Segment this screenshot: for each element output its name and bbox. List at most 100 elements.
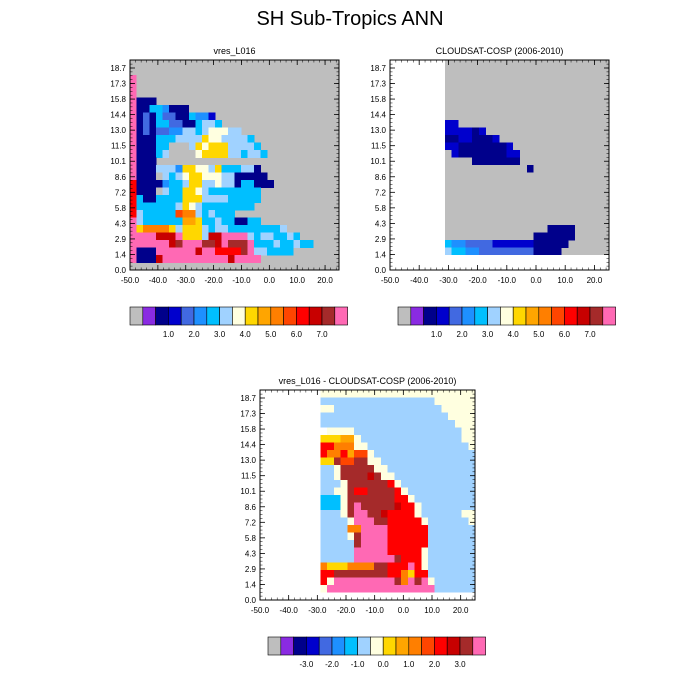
- heatmap-cell: [273, 412, 281, 421]
- heatmap-cell: [451, 135, 459, 143]
- heatmap-cell: [221, 247, 229, 256]
- heatmap-cell: [394, 405, 402, 413]
- heatmap-cell: [444, 157, 452, 166]
- heatmap-cell: [465, 180, 473, 188]
- heatmap-cell: [374, 457, 382, 466]
- heatmap-cell: [293, 420, 301, 428]
- heatmap-cell: [156, 240, 164, 248]
- heatmap-cell: [478, 217, 487, 226]
- heatmap-cell: [465, 127, 473, 136]
- heatmap-cell: [451, 150, 459, 158]
- heatmap-cell: [162, 127, 170, 136]
- heatmap-cell: [454, 412, 462, 421]
- heatmap-cell: [390, 255, 398, 263]
- heatmap-cell: [182, 165, 190, 173]
- heatmap-cell: [520, 202, 528, 211]
- heatmap-cell: [526, 165, 535, 173]
- heatmap-cell: [540, 247, 548, 256]
- heatmap-cell: [427, 510, 436, 518]
- heatmap-cell: [444, 127, 452, 136]
- heatmap-cell: [448, 570, 456, 578]
- heatmap-cell: [526, 187, 535, 196]
- heatmap-cell: [401, 405, 409, 413]
- heatmap-cell: [431, 135, 439, 143]
- heatmap-cell: [156, 195, 164, 203]
- heatmap-cell: [327, 517, 335, 526]
- heatmap-cell: [367, 397, 375, 406]
- heatmap-cell: [390, 165, 398, 173]
- heatmap-cell: [441, 570, 449, 578]
- heatmap-cell: [360, 562, 368, 571]
- heatmap-cell: [417, 165, 425, 173]
- heatmap-cell: [286, 457, 294, 466]
- heatmap-cell: [254, 195, 262, 203]
- colorbar-label: 5.0: [533, 330, 545, 339]
- heatmap-cell: [313, 495, 321, 503]
- heatmap-cell: [492, 217, 500, 226]
- heatmap-cell: [448, 420, 456, 428]
- heatmap-cell: [461, 547, 469, 556]
- heatmap-cell: [403, 97, 411, 106]
- heatmap-cell: [410, 217, 418, 226]
- heatmap-cell: [396, 105, 405, 113]
- heatmap-cell: [247, 232, 255, 241]
- heatmap-cell: [260, 390, 268, 398]
- heatmap-cell: [130, 127, 137, 136]
- heatmap-cell: [260, 172, 268, 181]
- heatmap-cell: [374, 592, 382, 601]
- heatmap-cell: [293, 450, 301, 458]
- heatmap-cell: [485, 247, 494, 256]
- heatmap-cell: [454, 517, 462, 526]
- heatmap-cell: [214, 135, 222, 143]
- heatmap-cell: [333, 487, 342, 496]
- heatmap-cell: [451, 247, 459, 256]
- heatmap-cell: [293, 532, 301, 541]
- heatmap-cell: [417, 90, 425, 98]
- y-tick-label: 1.4: [115, 250, 127, 259]
- heatmap-cell: [458, 195, 466, 203]
- heatmap-cell: [561, 217, 569, 226]
- heatmap-cell: [403, 202, 411, 211]
- x-tick-label: 0.0: [398, 606, 410, 615]
- heatmap-cell: [175, 210, 183, 218]
- heatmap-cell: [340, 502, 348, 511]
- colorbar-box: [280, 636, 294, 656]
- heatmap-cell: [394, 555, 402, 563]
- heatmap-cell: [441, 465, 449, 473]
- heatmap-cell: [454, 525, 462, 533]
- heatmap-cell: [472, 142, 480, 151]
- heatmap-cell: [448, 562, 456, 571]
- heatmap-cell: [513, 187, 521, 196]
- heatmap-cell: [195, 127, 203, 136]
- heatmap-cell: [214, 232, 222, 241]
- heatmap-cell: [390, 195, 398, 203]
- heatmap-cell: [394, 390, 402, 398]
- heatmap-cell: [387, 472, 395, 481]
- heatmap-cell: [485, 217, 494, 226]
- heatmap-cell: [293, 390, 301, 398]
- heatmap-cell: [468, 480, 476, 488]
- heatmap-cell: [273, 577, 281, 586]
- heatmap-cell: [156, 135, 164, 143]
- heatmap-cell: [394, 472, 402, 481]
- heatmap-cell: [403, 255, 411, 263]
- heatmap-cell: [280, 420, 288, 428]
- heatmap-cell: [437, 120, 446, 128]
- heatmap-cell: [333, 472, 342, 481]
- heatmap-cell: [410, 255, 418, 263]
- heatmap-cell: [448, 472, 456, 481]
- heatmap-cell: [506, 210, 514, 218]
- heatmap-cell: [441, 420, 449, 428]
- heatmap-cell: [234, 202, 242, 211]
- heatmap-cell: [347, 480, 355, 488]
- heatmap-cell: [513, 180, 521, 188]
- colorbar-box: [257, 306, 272, 326]
- heatmap-cell: [367, 532, 375, 541]
- heatmap-cell: [448, 450, 456, 458]
- heatmap-cell: [367, 450, 375, 458]
- heatmap-cell: [499, 142, 507, 151]
- heatmap-cell: [367, 495, 375, 503]
- heatmap-cell: [424, 217, 432, 226]
- heatmap-cell: [367, 412, 375, 421]
- heatmap-cell: [485, 157, 494, 166]
